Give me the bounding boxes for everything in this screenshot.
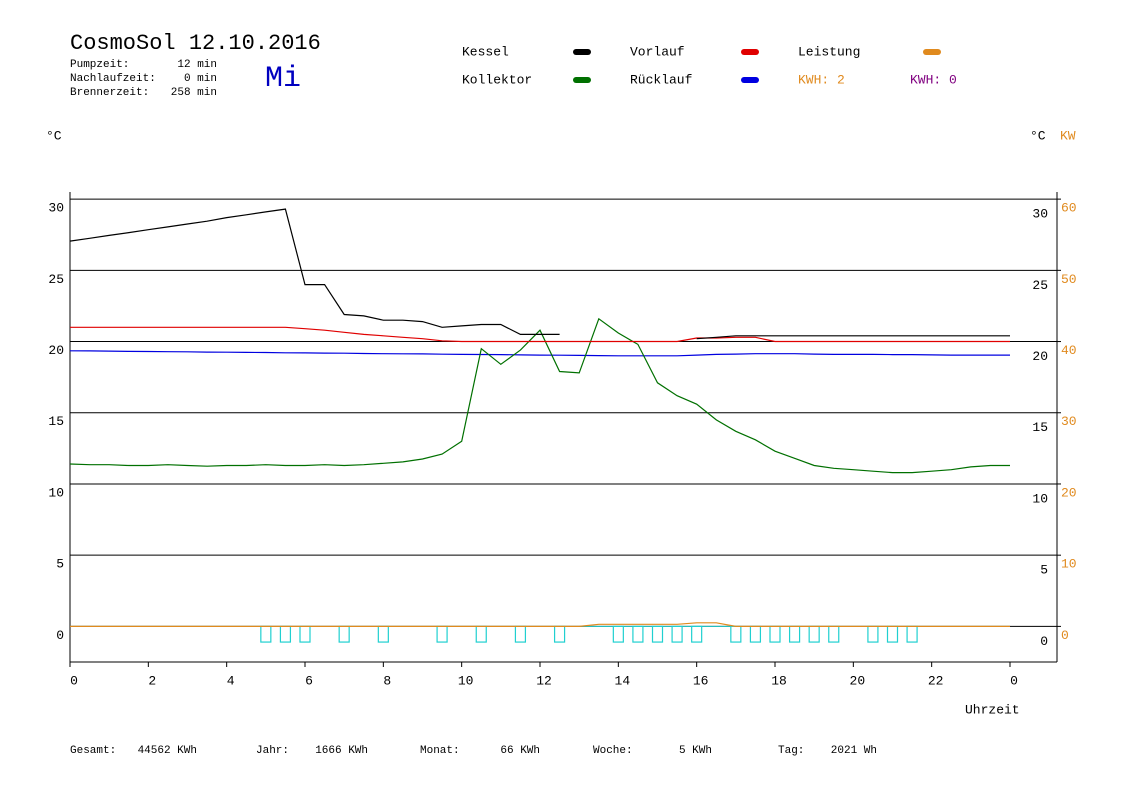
legend-label: Leistung bbox=[798, 44, 860, 59]
y-tick-label-right: 10 bbox=[1032, 491, 1048, 506]
y2-tick-label: 0 bbox=[1061, 628, 1069, 643]
pump-pulse bbox=[886, 625, 899, 643]
footer-value: 66 KWh bbox=[500, 745, 540, 757]
footer-value: 5 KWh bbox=[679, 745, 712, 757]
y-tick-label: 30 bbox=[48, 201, 64, 216]
info-value: 12 min bbox=[177, 59, 217, 71]
y2-tick-label: 30 bbox=[1061, 414, 1077, 429]
x-tick-label: 8 bbox=[383, 673, 391, 688]
info-value: 258 min bbox=[171, 87, 217, 99]
legend-label: Rücklauf bbox=[630, 72, 692, 87]
y2-axis-label: KW bbox=[1060, 128, 1076, 143]
x-tick-label: 4 bbox=[227, 673, 235, 688]
y2-tick-label: 10 bbox=[1061, 557, 1077, 572]
legend-label: Kessel bbox=[462, 44, 509, 59]
footer-value: 44562 KWh bbox=[138, 745, 197, 757]
pump-pulse bbox=[828, 625, 840, 643]
y-tick-label: 20 bbox=[48, 343, 64, 358]
y-axis-label-right: °C bbox=[1030, 128, 1046, 143]
pump-pulse bbox=[749, 625, 762, 643]
footer-label: Tag: bbox=[778, 745, 804, 757]
pump-pulse bbox=[730, 625, 742, 643]
pump-pulse bbox=[436, 625, 448, 643]
weekday: Mi bbox=[265, 62, 301, 96]
x-tick-label: 0 bbox=[70, 673, 78, 688]
legend-label: Kollektor bbox=[462, 72, 532, 87]
pump-pulse bbox=[651, 625, 664, 643]
y-tick-label: 25 bbox=[48, 272, 64, 287]
footer-label: Monat: bbox=[420, 745, 460, 757]
series-line bbox=[69, 350, 1010, 357]
pump-pulse bbox=[612, 625, 624, 643]
x-tick-label: 2 bbox=[148, 673, 156, 688]
footer-value: 2021 Wh bbox=[831, 745, 877, 757]
y-tick-label-right: 15 bbox=[1032, 420, 1048, 435]
info-value: 0 min bbox=[184, 73, 217, 85]
x-tick-label: 10 bbox=[458, 673, 474, 688]
y2-tick-label: 40 bbox=[1061, 343, 1077, 358]
x-tick-label: 14 bbox=[615, 673, 631, 688]
footer-label: Gesamt: bbox=[70, 745, 116, 757]
y-tick-label-right: 20 bbox=[1032, 349, 1048, 364]
pump-pulse bbox=[377, 625, 389, 643]
pump-pulse bbox=[808, 625, 820, 643]
y2-tick-label: 50 bbox=[1061, 272, 1077, 287]
y-tick-label: 5 bbox=[56, 557, 64, 572]
series-line bbox=[70, 622, 1010, 628]
x-axis-label: Uhrzeit bbox=[965, 702, 1020, 717]
pump-pulse bbox=[906, 625, 918, 643]
pump-pulse bbox=[632, 625, 644, 643]
info-label: Nachlaufzeit: bbox=[70, 73, 156, 85]
info-label: Brennerzeit: bbox=[70, 87, 149, 99]
y-tick-label: 10 bbox=[48, 485, 64, 500]
annotation: KWH: 2 bbox=[798, 72, 845, 87]
x-tick-label: 22 bbox=[928, 673, 944, 688]
pump-pulse bbox=[260, 625, 272, 643]
pump-pulse bbox=[553, 625, 566, 643]
footer-label: Jahr: bbox=[256, 745, 289, 757]
y-tick-label-right: 5 bbox=[1040, 563, 1048, 578]
y2-tick-label: 20 bbox=[1061, 485, 1077, 500]
pump-pulse bbox=[279, 625, 292, 643]
x-tick-label: 16 bbox=[693, 673, 709, 688]
pump-pulse bbox=[788, 625, 801, 643]
footer-label: Woche: bbox=[593, 745, 633, 757]
y-axis-label: °C bbox=[46, 128, 62, 143]
pump-pulse bbox=[475, 625, 487, 643]
pump-pulse bbox=[867, 625, 879, 643]
series-line bbox=[69, 208, 560, 335]
pump-pulse bbox=[338, 625, 350, 643]
y-tick-label: 15 bbox=[48, 414, 64, 429]
x-tick-label: 18 bbox=[771, 673, 787, 688]
x-tick-label: 12 bbox=[536, 673, 552, 688]
pump-pulse bbox=[514, 625, 527, 643]
series-line bbox=[70, 326, 1010, 343]
pump-pulse bbox=[671, 625, 683, 643]
y-tick-label-right: 25 bbox=[1032, 278, 1048, 293]
y-tick-label: 0 bbox=[56, 628, 64, 643]
series-line bbox=[69, 317, 1010, 474]
pump-pulse bbox=[691, 625, 703, 643]
pump-pulse bbox=[299, 625, 311, 643]
series-line bbox=[696, 335, 1010, 340]
legend-label: Vorlauf bbox=[630, 44, 685, 59]
x-tick-label: 6 bbox=[305, 673, 313, 688]
annotation: KWH: 0 bbox=[910, 72, 957, 87]
x-tick-label: 20 bbox=[850, 673, 866, 688]
y-tick-label-right: 0 bbox=[1040, 634, 1048, 649]
info-label: Pumpzeit: bbox=[70, 59, 129, 71]
footer-value: 1666 KWh bbox=[315, 745, 368, 757]
x-tick-label: 0 bbox=[1010, 673, 1018, 688]
chart-title: CosmoSol 12.10.2016 bbox=[70, 31, 321, 56]
y-tick-label-right: 30 bbox=[1032, 207, 1048, 222]
y2-tick-label: 60 bbox=[1061, 201, 1077, 216]
pump-pulse bbox=[769, 625, 781, 643]
